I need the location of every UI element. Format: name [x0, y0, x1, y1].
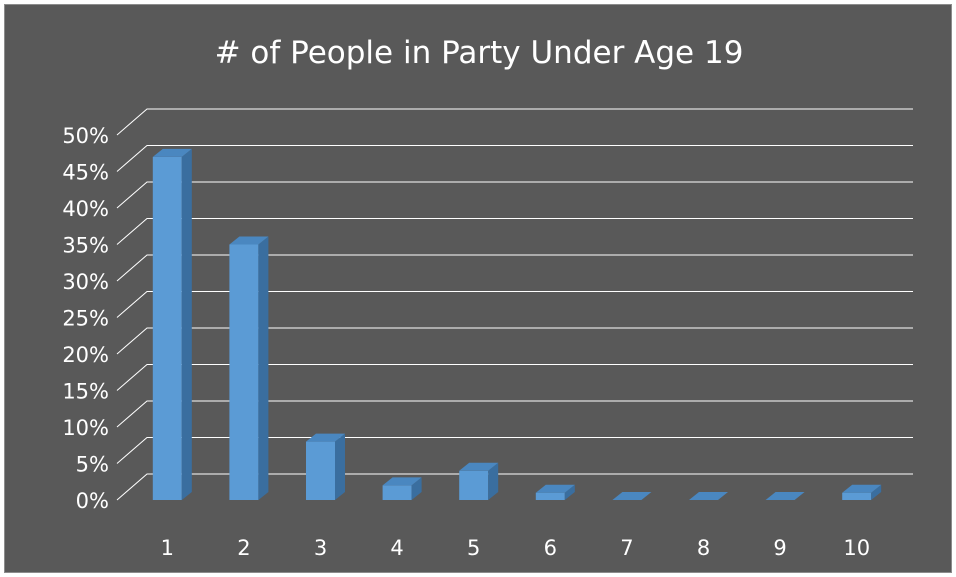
gridline — [116, 181, 913, 209]
y-tick-label: 0% — [76, 489, 109, 513]
bar-front — [459, 470, 489, 500]
bar-top — [459, 462, 499, 471]
gridlines — [116, 108, 913, 501]
chart-plot: 0% 5% 10% 15% 20% 25% 30% 35% 40% 45% 50% 1 2 3 4 5 6 7 8 9… — [62, 108, 913, 560]
bar — [152, 148, 192, 500]
x-tick-label: 8 — [697, 536, 710, 560]
y-tick-label: 10% — [62, 416, 109, 440]
bar-side — [411, 477, 422, 500]
x-tick-label: 9 — [773, 536, 786, 560]
bar-front — [152, 156, 182, 500]
gridline — [116, 400, 913, 428]
y-tick-label: 25% — [62, 307, 109, 331]
bar — [842, 484, 882, 500]
gridline — [116, 437, 913, 464]
x-tick-label: 1 — [161, 536, 174, 560]
bar — [689, 492, 728, 500]
chart-frame: # of People in Party Under Age 19 0% 5% 10… — [4, 4, 952, 573]
gridline — [116, 218, 913, 245]
bar-front — [382, 485, 412, 500]
y-tick-label: 45% — [62, 161, 109, 185]
bar-front — [842, 492, 872, 500]
bar — [612, 492, 652, 500]
bars — [152, 148, 882, 500]
y-tick-label: 50% — [62, 124, 109, 148]
bar-side — [564, 484, 575, 500]
y-tick-label: 35% — [62, 234, 109, 258]
bar-top — [229, 236, 269, 245]
bar-top — [612, 492, 652, 500]
bar-top — [382, 477, 422, 486]
bar-side — [335, 433, 345, 500]
bar-front — [229, 244, 259, 500]
bar-top — [842, 484, 882, 493]
y-axis-ticks: 0% 5% 10% 15% 20% 25% 30% 35% 40% 45% 50% — [62, 124, 109, 513]
bar — [765, 492, 805, 500]
bar-side — [871, 484, 882, 500]
bar — [459, 462, 499, 500]
x-tick-label: 4 — [390, 536, 403, 560]
bar-top — [689, 492, 728, 500]
y-tick-label: 15% — [62, 380, 109, 404]
bar-front — [306, 441, 335, 500]
bar-top — [765, 492, 805, 500]
bar — [229, 236, 269, 500]
y-tick-label: 40% — [62, 197, 109, 221]
bar-top — [306, 433, 345, 442]
gridline — [116, 291, 913, 318]
x-axis-ticks: 1 2 3 4 5 6 7 8 9 10 — [161, 536, 870, 560]
bar-side — [181, 148, 192, 500]
bar-side — [258, 236, 269, 500]
y-tick-label: 30% — [62, 270, 109, 294]
bar — [535, 484, 575, 500]
bar-top — [535, 484, 575, 493]
gridline — [116, 364, 913, 391]
x-tick-label: 2 — [237, 536, 250, 560]
x-tick-label: 10 — [843, 536, 870, 560]
bar — [306, 433, 345, 500]
bar-top — [152, 148, 192, 157]
gridline — [116, 327, 913, 355]
gridline — [116, 254, 913, 282]
bar-front — [535, 492, 565, 500]
bar-side — [488, 462, 499, 500]
x-tick-label: 7 — [620, 536, 633, 560]
y-tick-label: 5% — [76, 453, 109, 477]
gridline — [116, 145, 913, 172]
x-tick-label: 6 — [544, 536, 557, 560]
gridline — [116, 473, 913, 501]
x-tick-label: 5 — [467, 536, 480, 560]
bar — [382, 477, 422, 500]
gridline — [116, 108, 913, 136]
x-tick-label: 3 — [314, 536, 327, 560]
chart-title: # of People in Party Under Age 19 — [214, 35, 744, 71]
y-tick-label: 20% — [62, 343, 109, 367]
